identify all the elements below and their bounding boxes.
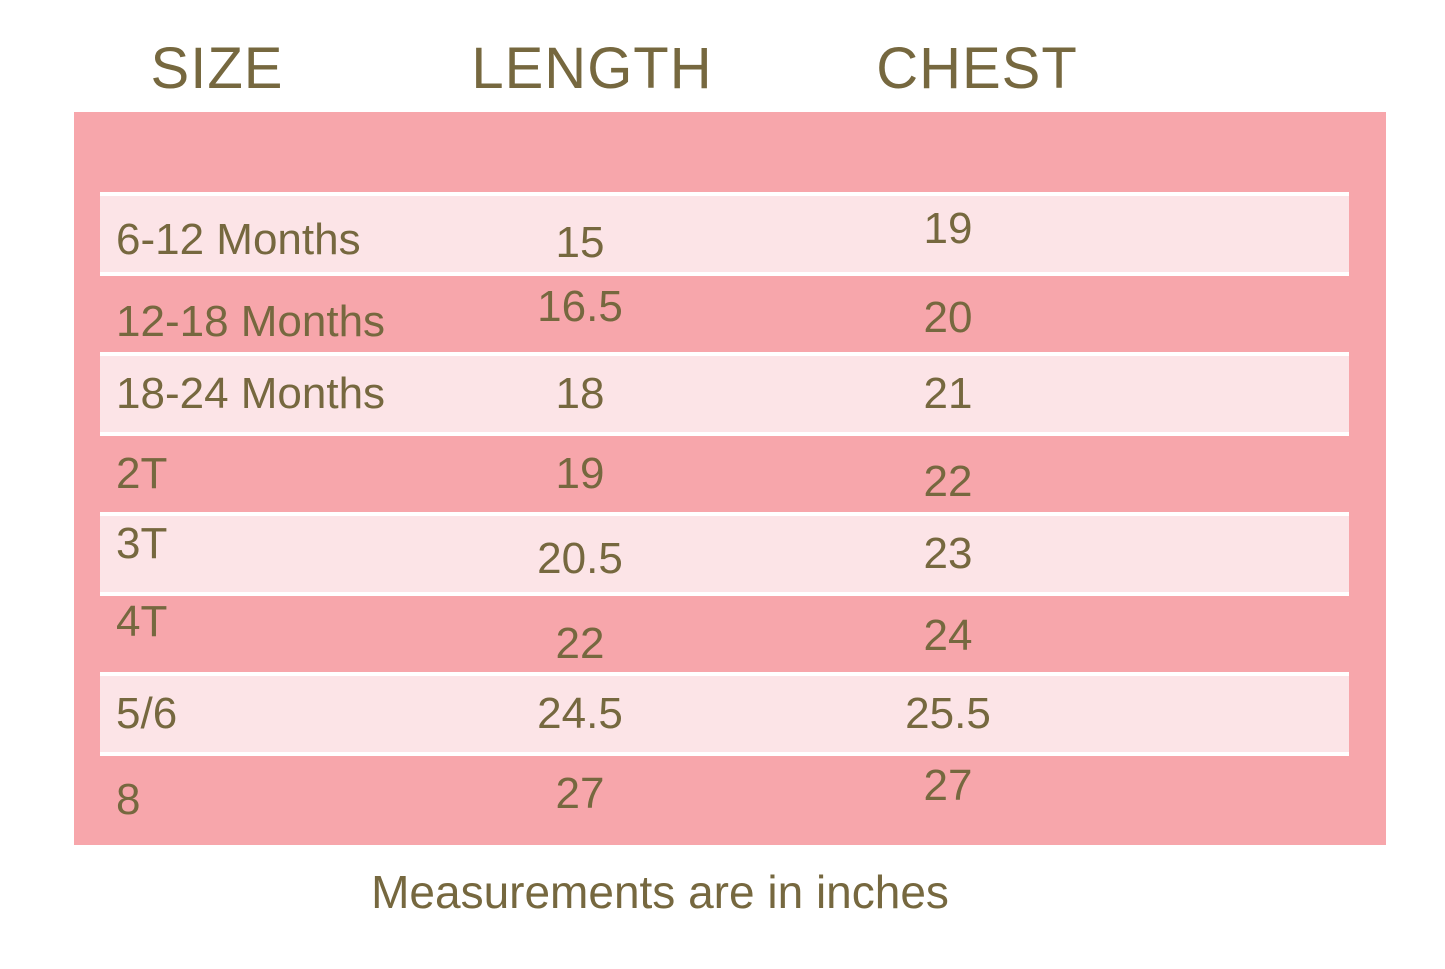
chest-cell: 27 bbox=[923, 761, 973, 810]
length-cell: 15 bbox=[555, 218, 605, 267]
size-cell: 12-18 Months bbox=[116, 297, 386, 346]
table-rows: 6-12 Months 15 19 12-18 Months 16.5 20 1… bbox=[100, 192, 1349, 832]
table-row: 4T 22 24 bbox=[100, 596, 1349, 676]
length-cell: 20.5 bbox=[537, 534, 623, 583]
length-cell: 27 bbox=[555, 769, 605, 818]
size-table-panel: 6-12 Months 15 19 12-18 Months 16.5 20 1… bbox=[74, 112, 1386, 845]
length-cell: 18 bbox=[555, 369, 605, 418]
header-size: SIZE bbox=[150, 36, 284, 101]
length-cell: 19 bbox=[555, 449, 605, 498]
table-row: 12-18 Months 16.5 20 bbox=[100, 276, 1349, 356]
size-cell: 8 bbox=[116, 775, 141, 824]
length-cell: 22 bbox=[555, 619, 605, 668]
size-cell: 5/6 bbox=[116, 689, 178, 738]
size-cell: 2T bbox=[116, 449, 168, 498]
table-row: 8 27 27 bbox=[100, 756, 1349, 832]
chest-cell: 19 bbox=[923, 204, 973, 253]
size-cell: 4T bbox=[116, 597, 168, 646]
footer-note: Measurements are in inches bbox=[371, 866, 949, 918]
length-cell: 24.5 bbox=[537, 689, 623, 738]
chest-cell: 23 bbox=[923, 529, 973, 578]
size-cell: 3T bbox=[116, 519, 168, 568]
chest-cell: 22 bbox=[923, 457, 973, 506]
chest-cell: 25.5 bbox=[905, 689, 991, 738]
chest-cell: 21 bbox=[923, 369, 973, 418]
table-row: 5/6 24.5 25.5 bbox=[100, 676, 1349, 756]
chest-cell: 20 bbox=[923, 293, 973, 342]
length-cell: 16.5 bbox=[537, 282, 623, 331]
table-row: 6-12 Months 15 19 bbox=[100, 192, 1349, 276]
table-row: 18-24 Months 18 21 bbox=[100, 356, 1349, 436]
table-row: 3T 20.5 23 bbox=[100, 516, 1349, 596]
header-chest: CHEST bbox=[876, 36, 1078, 101]
header-length: LENGTH bbox=[471, 36, 713, 101]
table-row: 2T 19 22 bbox=[100, 436, 1349, 516]
chest-cell: 24 bbox=[923, 611, 973, 660]
size-cell: 18-24 Months bbox=[116, 369, 386, 418]
size-cell: 6-12 Months bbox=[116, 215, 361, 264]
